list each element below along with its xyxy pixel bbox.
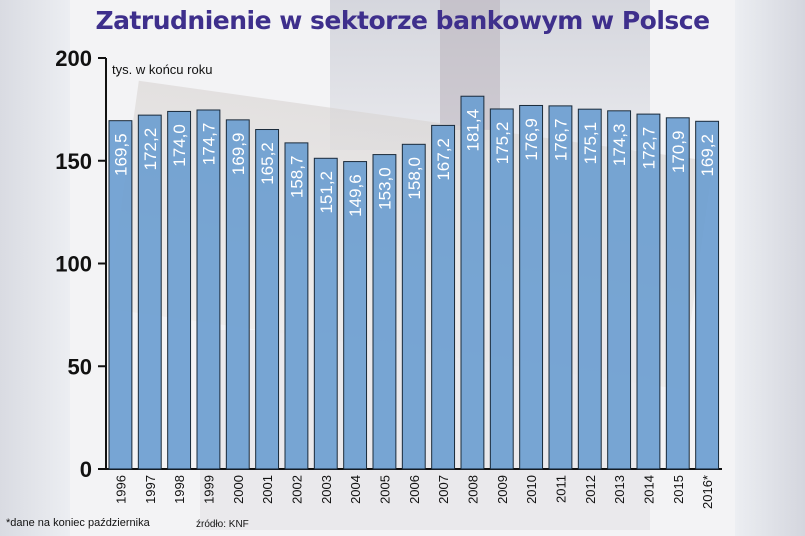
bar [284,142,309,470]
bar [108,120,133,470]
x-tick-label: 2000 [231,475,246,504]
data-label: 169,5 [111,133,130,176]
bar [225,119,250,470]
bar [255,129,280,470]
data-label: 181,4 [463,109,482,152]
data-label: 158,7 [287,156,306,199]
data-label: 167,2 [434,138,453,181]
footnote: *dane na koniec października [6,517,150,529]
bar [460,95,485,470]
bar [313,157,338,470]
x-tick-label: 2001 [260,475,275,504]
bar [167,110,192,470]
bar [343,161,368,470]
x-tick-label: 2011 [553,475,568,503]
bar [607,110,632,470]
chart-title: Zatrudnienie w sektorze bankowym w Polsc… [95,6,710,35]
data-label: 170,9 [669,131,688,174]
unit-label: tys. w końcu roku [112,62,213,77]
x-tick-label: 2007 [436,475,451,504]
y-tick-label: 200 [55,46,92,71]
bar [577,108,602,470]
data-label: 169,9 [229,133,248,176]
x-tick-label: 1996 [113,475,128,504]
data-label: 174,3 [610,124,629,167]
x-tick-label: 2002 [289,475,304,504]
bar [431,124,456,470]
bar [137,114,162,470]
x-tick-label: 2015 [671,475,686,504]
data-label: 151,2 [317,171,336,214]
data-label: 172,7 [639,127,658,170]
x-tick-label: 2012 [583,475,598,504]
x-tick-label: 2014 [641,475,656,504]
bar [401,143,426,470]
data-label: 158,0 [405,157,424,200]
y-tick-label: 0 [80,457,92,482]
bar [636,113,661,470]
x-tick-label: 2009 [495,475,510,504]
bar [372,154,397,470]
data-label: 153,0 [375,167,394,210]
y-tick-label: 50 [68,354,92,379]
y-tick-label: 150 [55,149,92,174]
x-tick-label: 2004 [348,475,363,504]
data-label: 169,2 [698,134,717,177]
bar [196,109,221,470]
y-tick-label: 100 [55,252,92,277]
data-label: 149,6 [346,174,365,217]
data-label: 175,2 [493,122,512,165]
x-tick-label: 2010 [524,475,539,504]
x-tick-label: 2003 [319,475,334,504]
data-label: 175,1 [581,122,600,165]
data-label: 172,2 [141,128,160,171]
x-tick-label: 1999 [201,475,216,504]
bar [519,104,544,470]
x-tick-label: 2005 [377,475,392,504]
x-tick-label: 2016* [700,475,715,509]
x-tick-label: 2006 [407,475,422,504]
data-label: 174,0 [170,124,189,167]
data-label: 165,2 [258,142,277,185]
data-label: 176,7 [551,119,570,162]
bar [695,120,720,470]
x-tick-label: 1998 [172,475,187,504]
data-label: 174,7 [199,123,218,166]
x-tick-label: 2008 [465,475,480,504]
bar [665,117,690,470]
x-tick-label: 1997 [143,475,158,504]
source-note: źródło: KNF [196,519,249,530]
x-tick-label: 2013 [612,475,627,504]
bar [548,105,573,470]
bar [489,108,514,470]
data-label: 176,9 [522,118,541,161]
